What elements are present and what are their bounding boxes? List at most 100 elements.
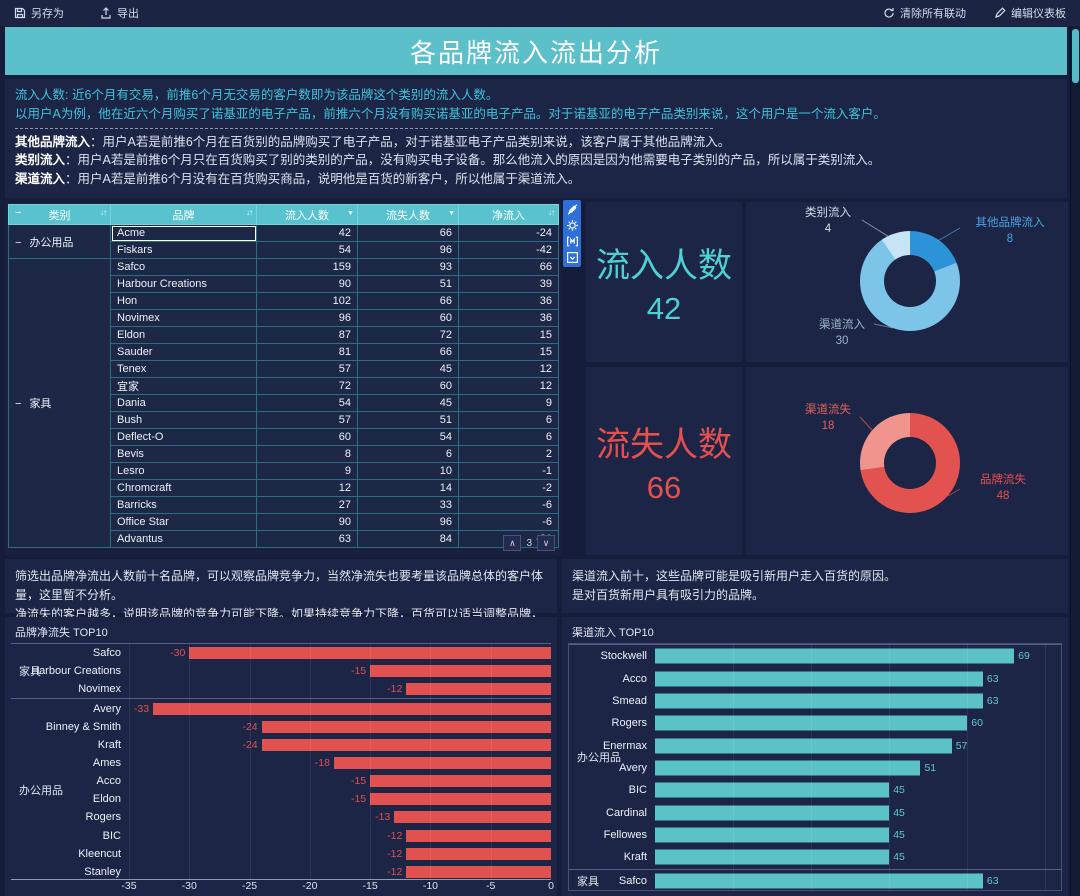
outflow-cell[interactable]: 72 [357,326,459,344]
category-cell[interactable]: − 家具 [8,258,111,548]
brand-cell[interactable]: Office Star [110,513,257,531]
column-header-1[interactable]: 品牌 ↓↑ [110,204,257,225]
outflow-cell[interactable]: 66 [357,224,459,242]
brand-cell[interactable]: Bush [110,411,257,429]
bar[interactable] [370,793,551,806]
bar[interactable] [655,805,890,821]
brand-cell[interactable]: Chromcraft [110,479,257,497]
net-cell[interactable]: -2 [458,479,559,497]
bar[interactable] [655,849,890,865]
edit-dashboard-button[interactable]: 编辑仪表板 [994,5,1066,21]
bar[interactable] [655,760,921,776]
save-as-button[interactable]: 另存为 [14,5,64,21]
column-header-0[interactable]: − 类别 ↓↑ [8,204,111,225]
bar[interactable] [189,647,551,660]
net-cell[interactable]: 9 [458,394,559,412]
outflow-cell[interactable]: 54 [357,428,459,446]
inflow-cell[interactable]: 60 [256,428,358,446]
bar[interactable] [406,683,551,696]
export-button[interactable]: 导出 [100,5,139,21]
inflow-kpi-card[interactable]: 流入人数 42 [586,202,742,362]
net-cell[interactable]: 15 [458,343,559,361]
brand-cell[interactable]: Deflect-O [110,428,257,446]
bar[interactable] [655,873,983,889]
brand-cell[interactable]: Sauder [110,343,257,361]
brand-cell[interactable]: Harbour Creations [110,275,257,293]
brand-cell[interactable]: Acme [110,224,257,242]
clear-linkage-button[interactable]: 清除所有联动 [883,5,966,21]
brand-cell[interactable]: Novimex [110,309,257,327]
outflow-cell[interactable]: 96 [357,513,459,531]
bar[interactable] [261,720,551,733]
brand-cell[interactable]: Hon [110,292,257,310]
inflow-cell[interactable]: 159 [256,258,358,276]
settings-icon[interactable] [566,219,579,232]
sort-icon[interactable]: ↓↑ [246,208,253,217]
brand-cell[interactable]: 宜家 [110,377,257,395]
bar[interactable] [406,829,551,842]
brand-cell[interactable]: Safco [110,258,257,276]
brand-cell[interactable]: Advantus [110,530,257,548]
net-cell[interactable]: 15 [458,326,559,344]
net-cell[interactable]: 39 [458,275,559,293]
column-header-4[interactable]: 净流入 ↓↑ [458,204,559,225]
bar[interactable] [370,775,551,788]
inflow-cell[interactable]: 96 [256,309,358,327]
net-cell[interactable]: 66 [458,258,559,276]
brand-cell[interactable]: Dania [110,394,257,412]
outflow-cell[interactable]: 60 [357,309,459,327]
outflow-donut-chart[interactable] [860,413,960,513]
sort-icon[interactable]: ↓↑ [548,208,555,217]
outflow-cell[interactable]: 33 [357,496,459,514]
outflow-cell[interactable]: 10 [357,462,459,480]
outflow-cell[interactable]: 14 [357,479,459,497]
filter-dropdown-icon[interactable]: ▼ [347,210,354,217]
inflow-cell[interactable]: 90 [256,275,358,293]
outflow-cell[interactable]: 51 [357,275,459,293]
scrollbar-thumb[interactable] [1072,29,1079,83]
inflow-cell[interactable]: 87 [256,326,358,344]
column-header-2[interactable]: 流入人数 ▼ [256,204,358,225]
bar[interactable] [406,865,551,878]
sort-icon[interactable]: ↓↑ [100,208,107,217]
outflow-cell[interactable]: 84 [357,530,459,548]
inflow-cell[interactable]: 8 [256,445,358,463]
edit-disabled-icon[interactable] [566,203,579,216]
inflow-cell[interactable]: 63 [256,530,358,548]
brand-cell[interactable]: Eldon [110,326,257,344]
inflow-donut-chart[interactable] [860,231,960,331]
bar[interactable] [370,665,551,678]
net-cell[interactable]: 36 [458,292,559,310]
net-cell[interactable]: 12 [458,360,559,378]
net-cell[interactable]: -6 [458,496,559,514]
outflow-cell[interactable]: 45 [357,394,459,412]
outflow-cell[interactable]: 51 [357,411,459,429]
inflow-cell[interactable]: 9 [256,462,358,480]
net-cell[interactable]: 6 [458,428,559,446]
brand-cell[interactable]: Fiskars [110,241,257,259]
bar[interactable] [333,756,551,769]
inflow-cell[interactable]: 102 [256,292,358,310]
inflow-cell[interactable]: 12 [256,479,358,497]
inflow-cell[interactable]: 57 [256,360,358,378]
inflow-cell[interactable]: 72 [256,377,358,395]
net-cell[interactable]: 36 [458,309,559,327]
net-cell[interactable]: -6 [458,513,559,531]
bar[interactable] [655,827,890,843]
outflow-kpi-card[interactable]: 流失人数 66 [586,367,742,555]
column-header-3[interactable]: 流失人数 ▼ [357,204,459,225]
page-down-button[interactable]: ∨ [537,535,555,551]
page-scrollbar[interactable] [1070,27,1080,896]
collapse-icon[interactable]: − [15,236,22,249]
outflow-cell[interactable]: 66 [357,292,459,310]
bar[interactable] [406,847,551,860]
outflow-cell[interactable]: 66 [357,343,459,361]
page-up-button[interactable]: ∧ [503,535,522,551]
bar[interactable] [261,738,551,751]
brand-cell[interactable]: Barricks [110,496,257,514]
net-cell[interactable]: -42 [458,241,559,259]
collapse-icon[interactable]: − [15,398,22,410]
outflow-cell[interactable]: 96 [357,241,459,259]
bar[interactable] [655,782,890,798]
filter-dropdown-icon[interactable]: ▼ [448,210,455,217]
